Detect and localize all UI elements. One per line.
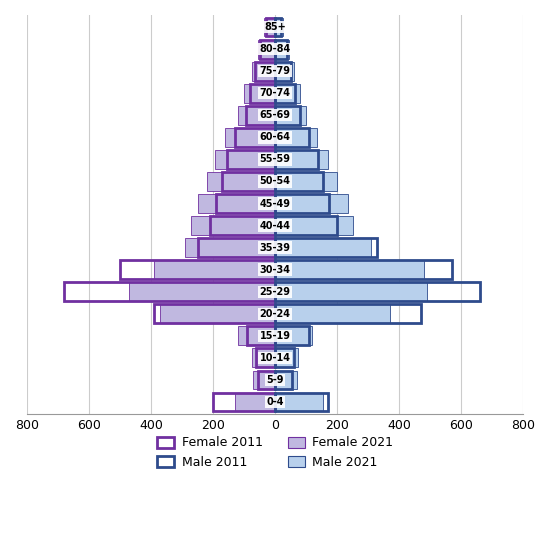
- Bar: [213, 393, 275, 411]
- Bar: [275, 327, 312, 345]
- Text: 20-24: 20-24: [260, 309, 290, 319]
- Bar: [197, 194, 275, 213]
- Bar: [275, 194, 348, 213]
- Bar: [260, 40, 275, 59]
- Bar: [275, 348, 294, 367]
- Bar: [250, 84, 275, 103]
- Text: 80-84: 80-84: [260, 44, 290, 54]
- Bar: [227, 150, 275, 169]
- Bar: [191, 216, 275, 235]
- Bar: [275, 18, 281, 37]
- Bar: [275, 370, 292, 389]
- Text: 5-9: 5-9: [266, 375, 284, 385]
- Text: 85+: 85+: [264, 22, 286, 32]
- Bar: [258, 40, 275, 59]
- Bar: [214, 150, 275, 169]
- Bar: [275, 304, 421, 323]
- Text: 0-4: 0-4: [266, 397, 284, 407]
- Bar: [254, 370, 275, 389]
- Bar: [185, 238, 275, 257]
- Bar: [275, 393, 328, 411]
- Text: 65-69: 65-69: [260, 110, 290, 120]
- Bar: [275, 106, 300, 125]
- Bar: [275, 238, 377, 257]
- Bar: [275, 216, 337, 235]
- Bar: [275, 282, 427, 301]
- Bar: [255, 62, 275, 80]
- Text: 60-64: 60-64: [260, 132, 290, 142]
- Bar: [266, 18, 275, 37]
- Bar: [235, 393, 275, 411]
- Bar: [154, 260, 275, 279]
- Text: 70-74: 70-74: [260, 88, 290, 98]
- Text: 25-29: 25-29: [260, 287, 290, 296]
- Bar: [275, 40, 289, 59]
- Bar: [64, 282, 275, 301]
- Bar: [247, 327, 275, 345]
- Text: 50-54: 50-54: [260, 177, 290, 187]
- Text: 40-44: 40-44: [260, 220, 290, 230]
- Bar: [129, 282, 275, 301]
- Bar: [275, 40, 288, 59]
- Bar: [238, 327, 275, 345]
- Bar: [275, 84, 300, 103]
- Bar: [120, 260, 275, 279]
- Bar: [197, 238, 275, 257]
- Bar: [275, 18, 283, 37]
- Text: 75-79: 75-79: [260, 66, 290, 76]
- Bar: [275, 106, 306, 125]
- Bar: [207, 172, 275, 191]
- Bar: [275, 172, 337, 191]
- Bar: [275, 172, 323, 191]
- Text: 45-49: 45-49: [260, 199, 290, 208]
- Text: 10-14: 10-14: [260, 353, 290, 363]
- Text: 30-34: 30-34: [260, 265, 290, 275]
- Bar: [275, 370, 296, 389]
- Bar: [275, 194, 329, 213]
- Bar: [275, 150, 328, 169]
- Bar: [216, 194, 275, 213]
- Bar: [275, 62, 294, 80]
- Bar: [258, 370, 275, 389]
- Bar: [252, 348, 275, 367]
- Bar: [222, 172, 275, 191]
- Bar: [275, 348, 298, 367]
- Bar: [275, 128, 309, 147]
- Bar: [245, 106, 275, 125]
- Bar: [275, 260, 424, 279]
- Bar: [275, 304, 390, 323]
- Bar: [252, 62, 275, 80]
- Bar: [275, 282, 480, 301]
- Bar: [275, 327, 309, 345]
- Text: 35-39: 35-39: [260, 243, 290, 253]
- Bar: [256, 348, 275, 367]
- Legend: Female 2011, Male 2011, Female 2021, Male 2021: Female 2011, Male 2011, Female 2021, Mal…: [151, 432, 399, 474]
- Bar: [275, 62, 290, 80]
- Bar: [160, 304, 275, 323]
- Bar: [275, 84, 295, 103]
- Bar: [235, 128, 275, 147]
- Text: 55-59: 55-59: [260, 154, 290, 165]
- Bar: [275, 128, 317, 147]
- Text: 15-19: 15-19: [260, 331, 290, 341]
- Bar: [275, 260, 452, 279]
- Bar: [275, 393, 323, 411]
- Bar: [275, 238, 371, 257]
- Bar: [210, 216, 275, 235]
- Bar: [264, 18, 275, 37]
- Bar: [238, 106, 275, 125]
- Bar: [244, 84, 275, 103]
- Bar: [154, 304, 275, 323]
- Bar: [275, 150, 318, 169]
- Bar: [226, 128, 275, 147]
- Bar: [275, 216, 353, 235]
